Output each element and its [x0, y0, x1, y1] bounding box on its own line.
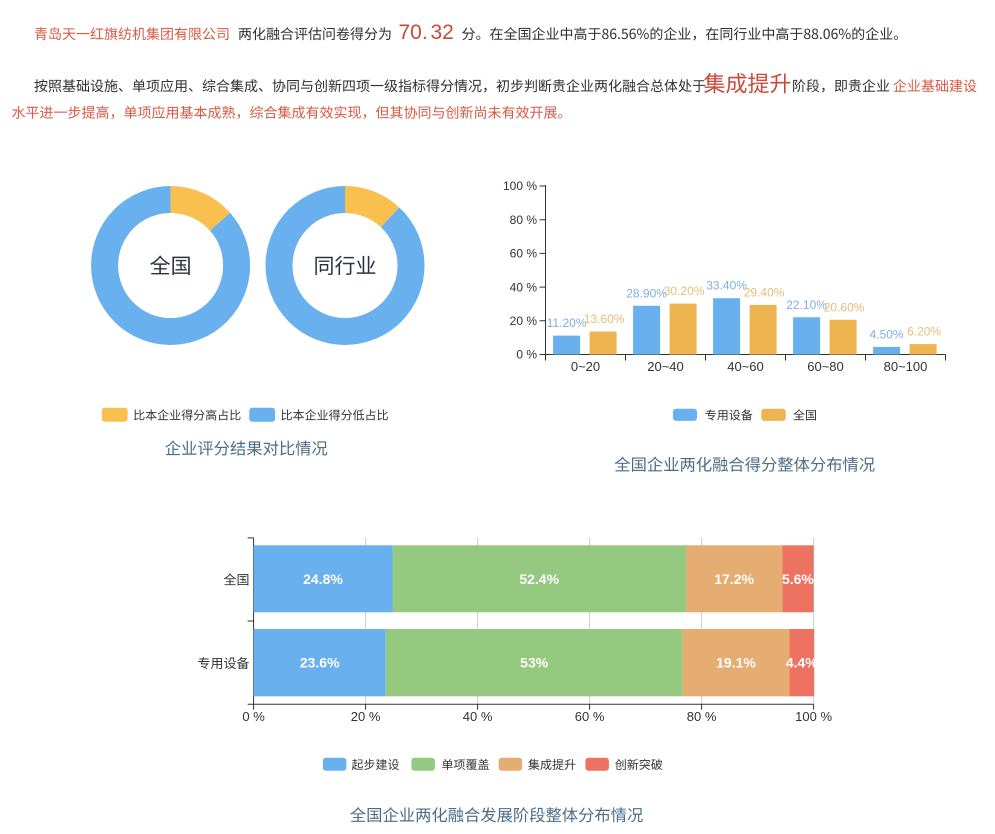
- svg-text:60 %: 60 %: [575, 709, 605, 724]
- svg-text:29.40%: 29.40%: [744, 285, 785, 299]
- svg-text:28.90%: 28.90%: [626, 286, 667, 300]
- svg-text:20 %: 20 %: [510, 314, 538, 328]
- svg-text:5.6%: 5.6%: [782, 571, 814, 587]
- svg-text:20.60%: 20.60%: [824, 300, 865, 314]
- svg-text:80 %: 80 %: [510, 213, 538, 227]
- svg-text:11.20%: 11.20%: [547, 316, 587, 330]
- svg-text:0 %: 0 %: [242, 709, 265, 724]
- svg-text:100 %: 100 %: [503, 179, 537, 193]
- svg-text:6.20%: 6.20%: [907, 325, 941, 339]
- svg-text:40 %: 40 %: [510, 280, 538, 294]
- svg-text:32: 32: [431, 21, 454, 44]
- svg-text:40 %: 40 %: [463, 709, 493, 724]
- svg-text:4.4%: 4.4%: [786, 655, 818, 671]
- svg-text:100 %: 100 %: [795, 709, 832, 724]
- svg-text:30.20%: 30.20%: [664, 284, 705, 298]
- svg-text:0 %: 0 %: [516, 348, 537, 362]
- svg-text:60~80: 60~80: [807, 359, 844, 374]
- svg-text:40~60: 40~60: [727, 359, 764, 374]
- svg-text:52.4%: 52.4%: [519, 571, 559, 587]
- svg-text:60 %: 60 %: [510, 247, 538, 261]
- svg-text:24.8%: 24.8%: [303, 571, 343, 587]
- svg-text:80 %: 80 %: [687, 709, 717, 724]
- svg-text:70.: 70.: [399, 21, 428, 44]
- svg-text:19.1%: 19.1%: [716, 655, 756, 671]
- svg-text:13.60%: 13.60%: [584, 312, 625, 326]
- svg-text:33.40%: 33.40%: [706, 279, 747, 293]
- svg-text:23.6%: 23.6%: [300, 655, 340, 671]
- svg-text:20~40: 20~40: [647, 359, 684, 374]
- svg-text:0~20: 0~20: [571, 359, 600, 374]
- svg-text:22.10%: 22.10%: [786, 298, 827, 312]
- svg-text:53%: 53%: [520, 655, 549, 671]
- svg-text:17.2%: 17.2%: [714, 571, 754, 587]
- svg-text:80~100: 80~100: [884, 359, 928, 374]
- svg-text:4.50%: 4.50%: [870, 327, 904, 341]
- svg-text:20 %: 20 %: [351, 709, 381, 724]
